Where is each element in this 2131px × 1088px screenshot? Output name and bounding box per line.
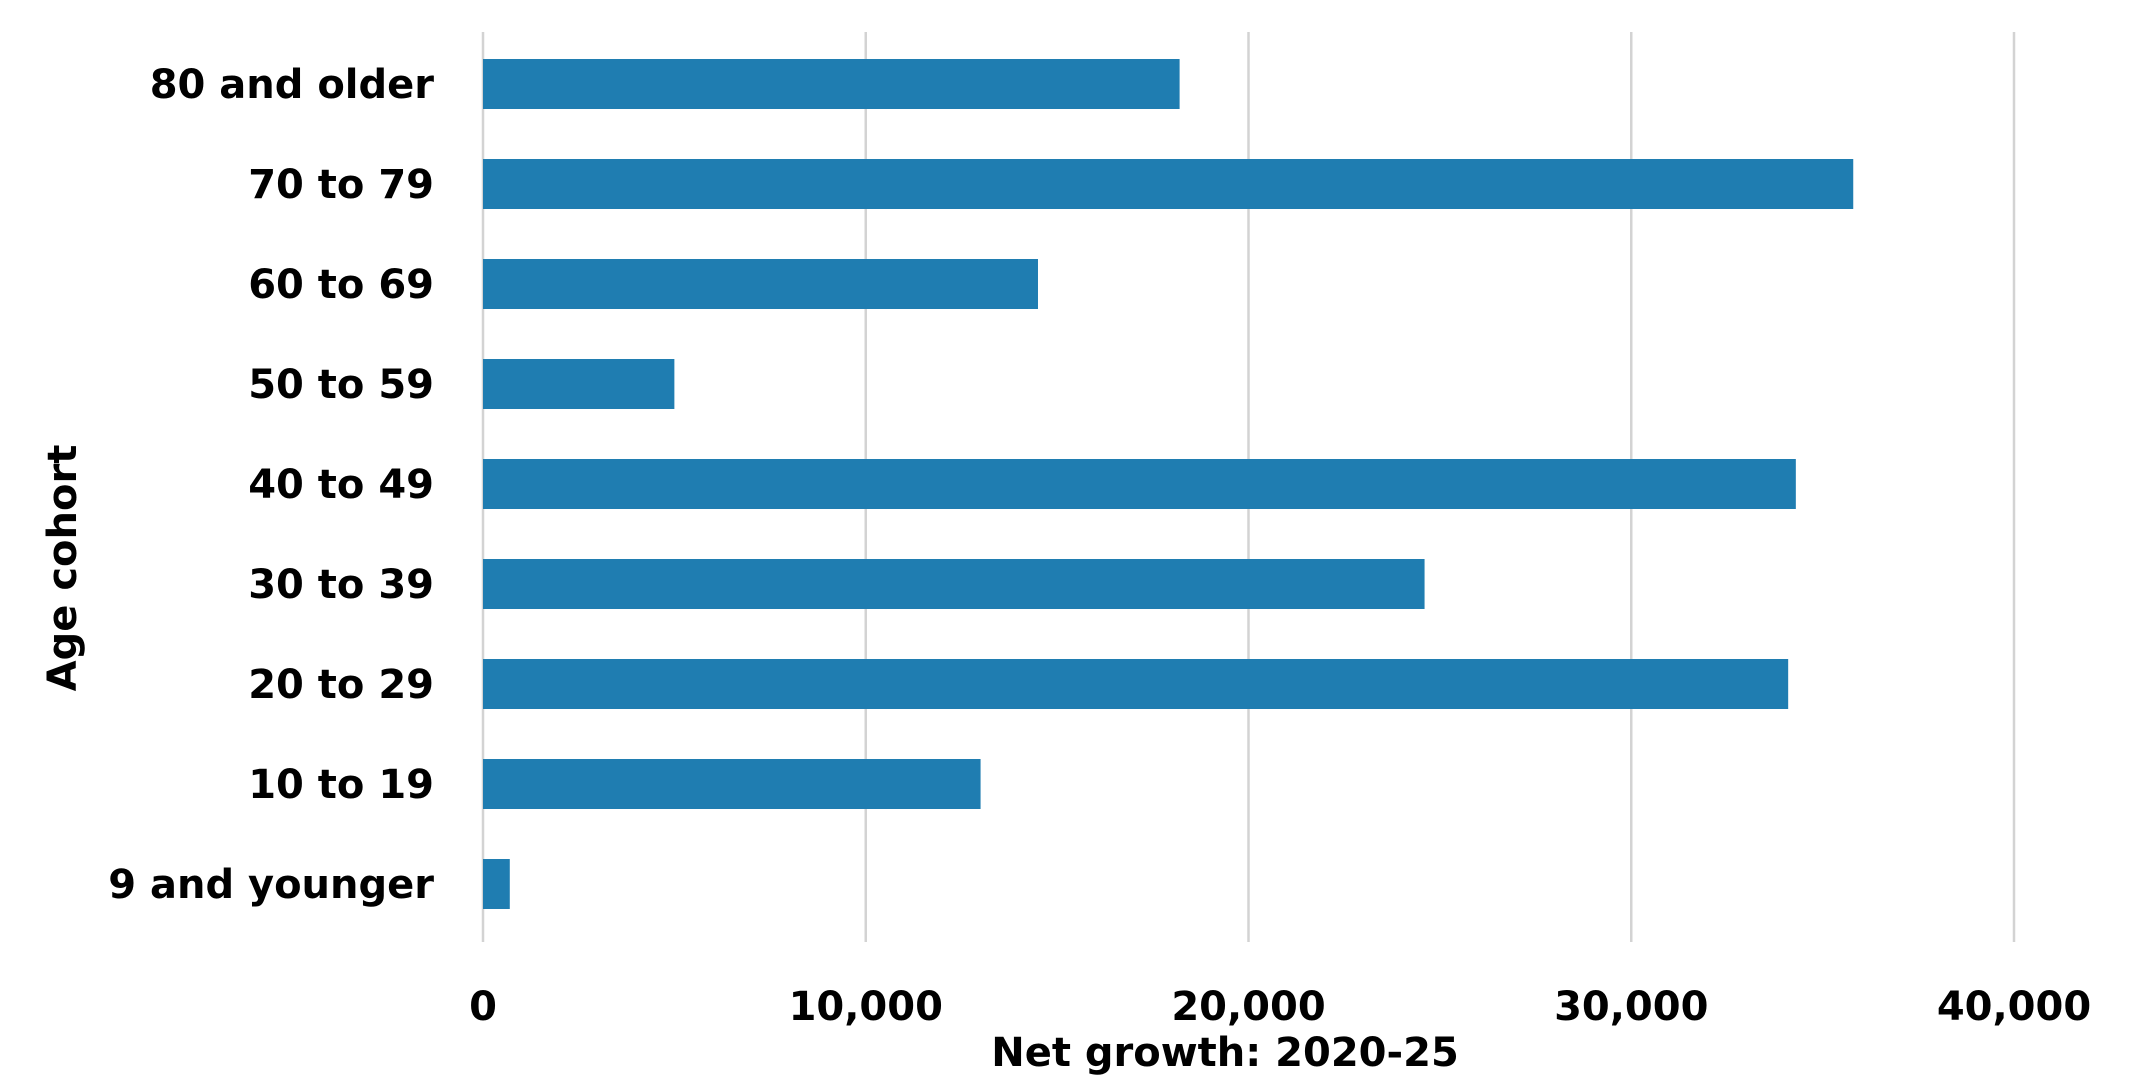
bars: [483, 59, 1854, 909]
y-axis-title: Age cohort: [40, 445, 86, 692]
category-label: 80 and older: [150, 62, 435, 108]
x-tick-label: 0: [469, 984, 497, 1030]
bar: [483, 859, 510, 909]
bar: [483, 159, 1854, 209]
x-tick-label: 20,000: [1171, 984, 1325, 1030]
x-tick-label: 10,000: [789, 984, 943, 1030]
x-tick-label: 40,000: [1937, 984, 2091, 1030]
bar: [483, 659, 1789, 709]
category-label: 30 to 39: [248, 562, 434, 608]
x-tick-labels: 0 10,000 20,000 30,000 40,000: [469, 984, 2091, 1030]
category-label: 40 to 49: [248, 462, 434, 508]
bar: [483, 359, 675, 409]
bar: [483, 759, 981, 809]
x-tick-label: 30,000: [1554, 984, 1708, 1030]
bar: [483, 559, 1425, 609]
x-axis-title: Net growth: 2020-25: [991, 1030, 1459, 1076]
category-label: 50 to 59: [248, 362, 434, 408]
bar: [483, 59, 1180, 109]
bar: [483, 259, 1038, 309]
category-label: 9 and younger: [108, 862, 434, 908]
bar: [483, 459, 1796, 509]
category-label: 10 to 19: [248, 762, 434, 808]
category-label: 60 to 69: [248, 262, 434, 308]
category-label: 70 to 79: [248, 162, 434, 208]
category-label: 20 to 29: [248, 662, 434, 708]
category-labels: 80 and older 70 to 79 60 to 69 50 to 59 40 t…: [108, 62, 434, 908]
